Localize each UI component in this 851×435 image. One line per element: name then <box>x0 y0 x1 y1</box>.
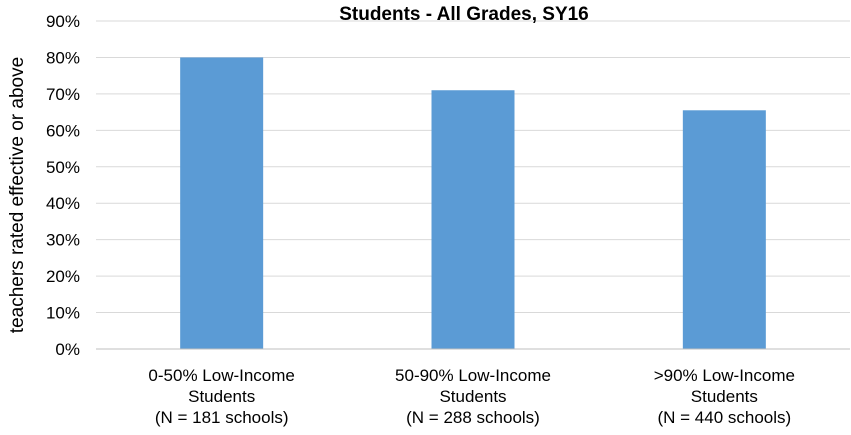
y-tick-label: 10% <box>46 304 80 323</box>
x-category-labels: 0-50% Low-Income Students (N = 181 schools… <box>148 366 795 427</box>
y-axis-label: teachers rated effective or above <box>7 57 28 333</box>
y-tick-label: 20% <box>46 267 80 286</box>
bar <box>431 90 515 349</box>
x-category-label: 0-50% Low-Income Students (N = 181 schools… <box>148 366 294 427</box>
y-tick-label: 60% <box>46 121 80 140</box>
y-tick-label: 40% <box>46 194 80 213</box>
x-category-label: >90% Low-Income Students (N = 440 schools) <box>654 366 795 427</box>
x-category-label: 50-90% Low-Income Students (N = 288 school… <box>395 366 551 427</box>
y-tick-label: 90% <box>46 12 80 31</box>
y-tick-label: 80% <box>46 48 80 67</box>
bars <box>180 57 766 350</box>
y-tick-label: 50% <box>46 158 80 177</box>
y-tick-label: 0% <box>55 340 80 359</box>
chart-title: Students - All Grades, SY16 <box>339 4 589 25</box>
y-tick-label: 70% <box>46 85 80 104</box>
y-tick-labels: 0% 10% 20% 30% 40% 50% 60% 70% 80% 90% <box>46 12 80 359</box>
bar <box>682 110 766 350</box>
bar <box>180 57 264 349</box>
y-tick-label: 30% <box>46 231 80 250</box>
